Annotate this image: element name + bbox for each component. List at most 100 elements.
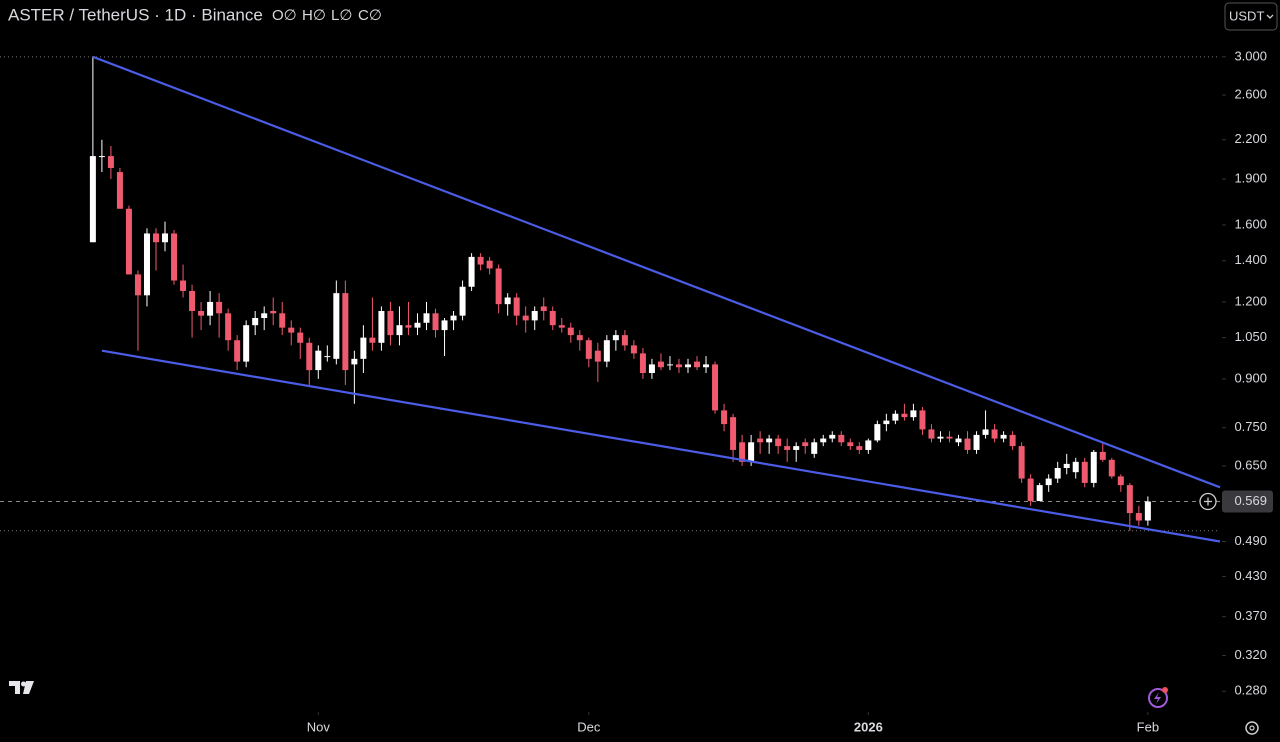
candle-body xyxy=(576,335,583,341)
candle-body xyxy=(594,350,601,362)
currency-button-frame[interactable] xyxy=(1224,2,1278,31)
candle-body xyxy=(694,361,701,368)
legend-high: H∅ xyxy=(302,7,326,24)
candle-body xyxy=(946,436,953,439)
candle-body xyxy=(89,156,96,243)
candle-body xyxy=(414,322,421,328)
x-tick-label: 2026 xyxy=(854,719,883,734)
candle-body xyxy=(324,356,331,358)
candle-body xyxy=(405,325,412,328)
legend-open: O∅ xyxy=(272,7,297,24)
candle-body xyxy=(937,436,944,439)
x-tick-label: Dec xyxy=(577,719,601,734)
candle-body xyxy=(1000,434,1007,439)
candle-body xyxy=(450,315,457,321)
candle-body xyxy=(531,310,538,321)
candle-body xyxy=(639,353,646,373)
gear-hub[interactable] xyxy=(1249,725,1255,731)
candle-body xyxy=(1063,463,1070,468)
add-alert-plus[interactable] xyxy=(1204,497,1212,506)
y-tick-label: 2.200 xyxy=(1234,131,1267,146)
y-tick-label: 1.200 xyxy=(1234,293,1267,308)
candle-body xyxy=(1018,446,1025,479)
candle-body xyxy=(766,438,773,443)
logo-shape xyxy=(9,681,34,694)
last-price-label: 0.569 xyxy=(1234,493,1267,508)
candle-body xyxy=(847,442,854,447)
candle-body xyxy=(901,413,908,418)
candle-body xyxy=(504,297,511,305)
candle-body xyxy=(513,297,520,316)
currency-button-label[interactable]: USDT xyxy=(1229,8,1264,23)
candle-body xyxy=(991,429,998,439)
candle-body xyxy=(171,233,178,281)
candle-body xyxy=(757,438,764,443)
candle-body xyxy=(369,337,376,343)
lightning-icon[interactable] xyxy=(1148,687,1168,708)
candle-body xyxy=(874,424,881,441)
candle-body xyxy=(477,256,484,265)
trendline xyxy=(101,349,1221,543)
candle-body xyxy=(1009,434,1016,447)
candle-body xyxy=(666,364,673,366)
candle-body xyxy=(297,332,304,343)
dropdown-arrow[interactable] xyxy=(1266,14,1274,19)
candle-body xyxy=(98,156,105,158)
y-tick-label: 1.050 xyxy=(1234,329,1267,344)
candle-body xyxy=(360,337,367,359)
tradingview-logo xyxy=(9,681,34,694)
x-tick-label: Nov xyxy=(307,719,331,734)
candle-body xyxy=(522,315,529,321)
y-tick-label: 0.320 xyxy=(1234,647,1267,662)
candle-body xyxy=(1099,451,1106,460)
candle-body xyxy=(198,310,205,316)
candle-body xyxy=(1126,485,1133,514)
candle-body xyxy=(333,293,340,359)
candle-body xyxy=(919,410,926,430)
candle-body xyxy=(883,420,890,425)
candle-body xyxy=(549,310,556,326)
candle-body xyxy=(955,438,962,443)
lightning-badge[interactable] xyxy=(1162,687,1168,693)
candle-body xyxy=(306,342,313,371)
lightning-ring[interactable] xyxy=(1148,688,1168,708)
gear-ring[interactable] xyxy=(1245,721,1259,735)
settings-icon[interactable] xyxy=(1245,721,1259,735)
candle-body xyxy=(1117,476,1124,486)
candle-body xyxy=(1072,461,1079,473)
candle-body xyxy=(1054,467,1061,479)
plot: 3.000 2.600 2.200 1.900 1.600 1.400 1.200 1.050… xyxy=(0,48,1273,734)
candle-body xyxy=(216,301,223,314)
candle-body xyxy=(585,340,592,359)
candle-body xyxy=(486,260,493,269)
y-tick-label: 1.600 xyxy=(1234,216,1267,231)
candle-body xyxy=(243,325,250,362)
y-tick-label: 0.490 xyxy=(1234,533,1267,548)
candle-body xyxy=(928,429,935,439)
legend-low: L∅ xyxy=(331,7,352,24)
currency-button[interactable]: USDT xyxy=(1224,2,1278,31)
candle-body xyxy=(964,438,971,450)
candle-body xyxy=(234,340,241,362)
candle-body xyxy=(1027,478,1034,502)
candle-body xyxy=(838,434,845,443)
y-tick-label: 0.650 xyxy=(1234,457,1267,472)
x-tick-label: Feb xyxy=(1137,719,1159,734)
candle-body xyxy=(1045,478,1052,486)
y-tick-label: 1.900 xyxy=(1234,170,1267,185)
candle-body xyxy=(892,413,899,421)
candle-body xyxy=(107,156,114,168)
candle-body xyxy=(125,208,132,275)
lightning-bolt[interactable] xyxy=(1154,692,1161,704)
candle-body xyxy=(675,364,682,368)
candle-body xyxy=(270,310,277,314)
candle-body xyxy=(1036,485,1043,502)
candle-body xyxy=(315,350,322,371)
candle-body xyxy=(865,440,872,450)
candle-body xyxy=(261,313,268,319)
candle-body xyxy=(1144,501,1151,521)
candle-body xyxy=(441,320,448,331)
candle-body xyxy=(621,335,628,346)
